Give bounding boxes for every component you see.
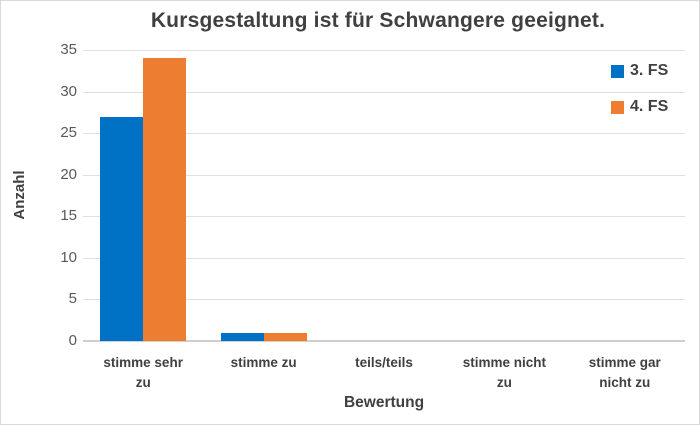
y-tick-label: 5 bbox=[68, 290, 77, 308]
legend-item: 4. FS bbox=[611, 93, 668, 121]
legend-swatch bbox=[611, 100, 624, 114]
category-label-line: stimme sehr bbox=[103, 355, 183, 370]
gridline bbox=[83, 91, 685, 93]
category-label-line: nicht zu bbox=[599, 375, 651, 390]
gridline bbox=[83, 299, 685, 301]
category-label-line: zu bbox=[135, 375, 151, 390]
bar-3FS-1 bbox=[100, 116, 144, 341]
bar-4FS-1 bbox=[143, 58, 187, 341]
category-label: stimme gar nicht zu bbox=[565, 353, 685, 393]
x-axis-title: Bewertung bbox=[343, 394, 425, 411]
category-label: stimme sehr zu bbox=[83, 353, 203, 393]
legend-label: 4. FS bbox=[630, 98, 669, 115]
legend-item: 3. FS bbox=[611, 57, 668, 85]
legend: 3. FS 4. FS bbox=[611, 57, 668, 129]
category-label-line: stimme gar bbox=[588, 355, 661, 370]
y-axis-title: Anzahl bbox=[11, 170, 28, 220]
y-tick-label: 25 bbox=[60, 124, 77, 142]
bar-4FS-2 bbox=[263, 332, 307, 341]
y-tick-label: 20 bbox=[60, 165, 77, 183]
gridline bbox=[83, 50, 685, 51]
legend-swatch bbox=[611, 64, 624, 78]
gridline bbox=[83, 133, 685, 135]
gridline bbox=[83, 257, 685, 259]
y-tick-label: 15 bbox=[60, 207, 77, 225]
legend-label: 3. FS bbox=[630, 62, 669, 79]
category-label-line: zu bbox=[496, 375, 512, 390]
y-tick-label: 0 bbox=[68, 332, 77, 349]
gridline bbox=[83, 174, 685, 176]
y-tick-label: 30 bbox=[60, 82, 77, 100]
y-tick-label: 10 bbox=[60, 248, 77, 266]
category-label-line: stimme nicht bbox=[462, 355, 547, 370]
category-label-line: stimme zu bbox=[230, 355, 297, 370]
category-label: stimme zu bbox=[204, 353, 324, 373]
y-tick-label: 35 bbox=[60, 41, 77, 58]
x-axis-line bbox=[83, 340, 685, 342]
category-label: teils/teils bbox=[324, 353, 444, 373]
chart-title: Kursgestaltung ist für Schwangere geeign… bbox=[150, 9, 606, 32]
bar-3FS-2 bbox=[220, 332, 264, 341]
plot-area bbox=[83, 50, 685, 342]
category-label: stimme nicht zu bbox=[444, 353, 564, 393]
category-label-line: teils/teils bbox=[355, 355, 413, 370]
gridline bbox=[83, 216, 685, 218]
